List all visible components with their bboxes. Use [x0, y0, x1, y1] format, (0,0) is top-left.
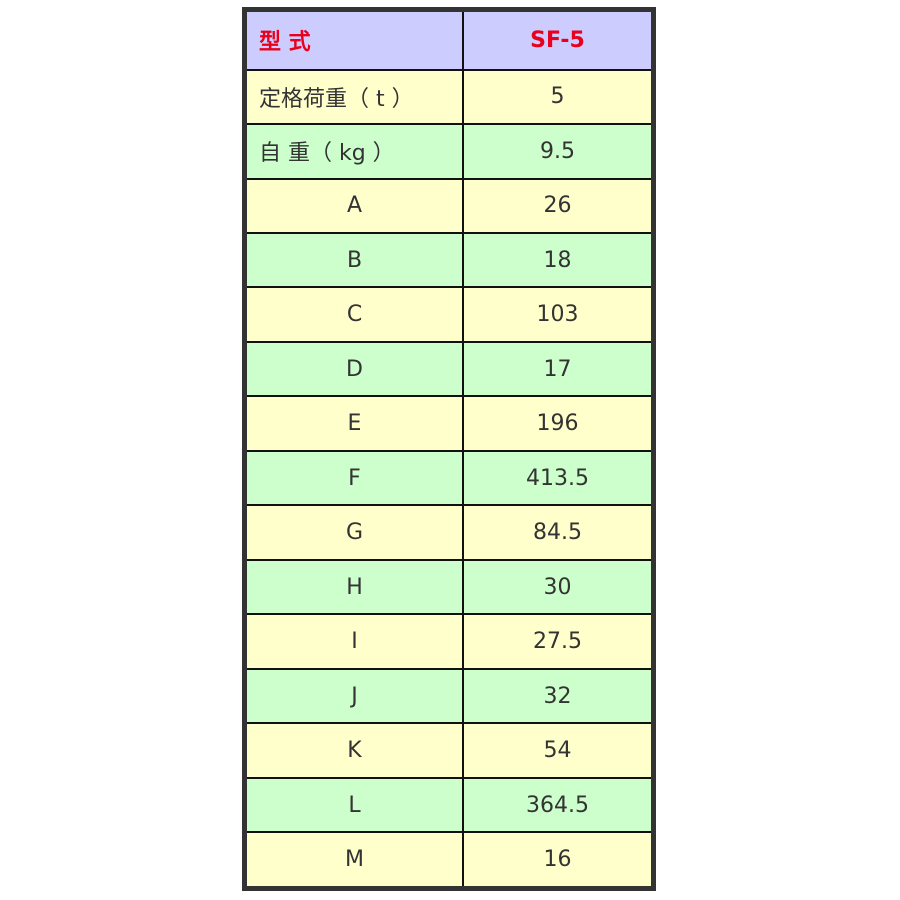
row-value: 17: [462, 340, 655, 398]
table-row: H 30: [243, 558, 655, 616]
row-value: 27.5: [462, 613, 655, 670]
row-label: A: [243, 177, 464, 234]
table-row: B 18: [243, 231, 655, 289]
row-value: 30: [462, 558, 655, 616]
row-value: 9.5: [462, 123, 655, 180]
table-row: A 26: [243, 177, 655, 234]
row-label: F: [243, 449, 464, 507]
row-value: 5: [462, 68, 655, 126]
table-row: 自 重（ kg ） 9.5: [243, 123, 655, 180]
table-row: C 103: [243, 286, 655, 343]
table-row: K 54: [243, 722, 655, 779]
row-value: 196: [462, 395, 655, 452]
table-row: J 32: [243, 667, 655, 725]
row-value: 32: [462, 667, 655, 725]
row-label: G: [243, 504, 464, 561]
header-row: 型 式 SF-5: [243, 8, 655, 71]
table-row: E 196: [243, 395, 655, 452]
table-row: I 27.5: [243, 613, 655, 670]
row-value: 364.5: [462, 776, 655, 834]
row-label: L: [243, 776, 464, 834]
row-label: I: [243, 613, 464, 670]
header-model: SF-5: [462, 8, 655, 71]
table-row: G 84.5: [243, 504, 655, 561]
row-value: 103: [462, 286, 655, 343]
row-value: 413.5: [462, 449, 655, 507]
row-label: 自 重（ kg ）: [243, 123, 464, 180]
row-label: K: [243, 722, 464, 779]
row-value: 16: [462, 831, 655, 890]
row-label: M: [243, 831, 464, 890]
row-value: 26: [462, 177, 655, 234]
row-value: 54: [462, 722, 655, 779]
header-label: 型 式: [243, 8, 464, 71]
row-label: B: [243, 231, 464, 289]
row-value: 84.5: [462, 504, 655, 561]
table-row: D 17: [243, 340, 655, 398]
row-label: E: [243, 395, 464, 452]
row-label: D: [243, 340, 464, 398]
row-label: C: [243, 286, 464, 343]
row-label: 定格荷重（ t ）: [243, 68, 464, 126]
table-row: 定格荷重（ t ） 5: [243, 68, 655, 126]
table-row: L 364.5: [243, 776, 655, 834]
row-label: J: [243, 667, 464, 725]
row-value: 18: [462, 231, 655, 289]
table-row: M 16: [243, 831, 655, 890]
spec-table: 型 式 SF-5 定格荷重（ t ） 5 自 重（ kg ） 9.5 A 26 B 18 C 10…: [242, 7, 656, 891]
row-label: H: [243, 558, 464, 616]
table-row: F 413.5: [243, 449, 655, 507]
